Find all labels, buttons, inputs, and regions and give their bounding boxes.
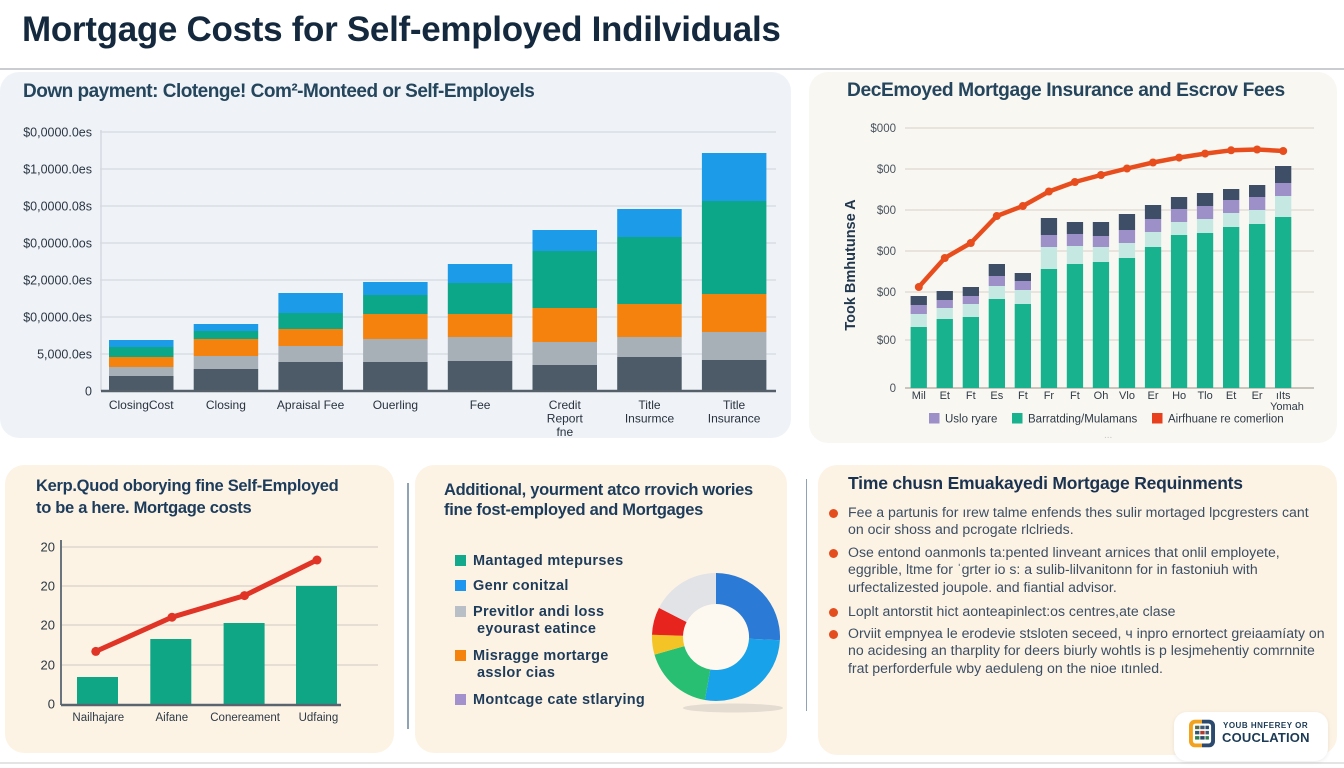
svg-text:Closing: Closing [206, 398, 246, 412]
svg-text:ClosingCost: ClosingCost [109, 398, 174, 412]
svg-text:$00: $00 [877, 164, 896, 176]
svg-text:Aifane: Aifane [155, 712, 188, 724]
svg-text:20: 20 [41, 579, 55, 594]
svg-text:Nailhajare: Nailhajare [72, 712, 124, 724]
svg-text:20: 20 [41, 658, 55, 673]
svg-text:5,000.0es: 5,000.0es [37, 348, 92, 362]
svg-text:Et: Et [940, 390, 950, 402]
svg-text:Yomah: Yomah [1270, 401, 1304, 413]
svg-text:0: 0 [85, 385, 92, 399]
svg-text:Insurance: Insurance [708, 412, 761, 426]
svg-text:20: 20 [41, 540, 55, 555]
svg-text:fne: fne [556, 425, 573, 438]
svg-text:Ft: Ft [1018, 390, 1028, 402]
svg-text:$1,0000.0es: $1,0000.0es [23, 163, 92, 177]
svg-text:0: 0 [890, 383, 896, 395]
svg-text:$00: $00 [877, 287, 896, 299]
svg-text:Fr: Fr [1044, 390, 1055, 402]
svg-text:Fee: Fee [470, 398, 491, 412]
svg-text:Ho: Ho [1172, 390, 1186, 402]
svg-text:Mil: Mil [912, 390, 926, 402]
svg-text:Udfaing: Udfaing [299, 712, 339, 724]
svg-text:Title: Title [638, 398, 661, 412]
svg-text:Conereament: Conereament [210, 712, 280, 724]
svg-text:0: 0 [48, 697, 55, 712]
svg-text:...: ... [1104, 430, 1112, 441]
svg-text:Er: Er [1252, 390, 1263, 402]
svg-text:$00: $00 [877, 246, 896, 258]
svg-text:Barratding/Mulamans: Barratding/Mulamans [1028, 414, 1138, 426]
svg-text:Report: Report [547, 412, 584, 426]
svg-text:Airfhuane re comerlion: Airfhuane re comerlion [1168, 414, 1284, 426]
svg-text:Apraisal Fee: Apraisal Fee [277, 398, 345, 412]
svg-text:Credit: Credit [549, 398, 582, 412]
svg-text:Es: Es [990, 390, 1003, 402]
svg-text:$00: $00 [877, 205, 896, 217]
svg-text:$000: $000 [870, 123, 896, 135]
svg-text:Title: Title [723, 398, 746, 412]
svg-text:Et: Et [1226, 390, 1236, 402]
svg-text:Oh: Oh [1094, 390, 1109, 402]
svg-text:Took Bmhutunse A: Took Bmhutunse A [843, 199, 859, 331]
svg-text:20: 20 [41, 618, 55, 633]
svg-text:$0,0000.0es: $0,0000.0es [23, 126, 92, 140]
svg-text:Vlo: Vlo [1119, 390, 1135, 402]
svg-text:$0,0000.0os: $0,0000.0os [23, 237, 92, 251]
svg-text:Er: Er [1148, 390, 1159, 402]
svg-text:$0,0000.0es: $0,0000.0es [23, 311, 92, 325]
svg-text:Ft: Ft [1070, 390, 1080, 402]
svg-text:Tlo: Tlo [1197, 390, 1212, 402]
svg-text:Uslo ryare: Uslo ryare [945, 414, 997, 426]
svg-text:$0,0000.08s: $0,0000.08s [23, 200, 92, 214]
svg-text:Insurmce: Insurmce [625, 412, 675, 426]
svg-text:ıIts: ıIts [1276, 390, 1291, 402]
svg-text:$00: $00 [877, 335, 896, 347]
svg-text:Ft: Ft [966, 390, 976, 402]
svg-text:$2,0000.0es: $2,0000.0es [23, 274, 92, 288]
svg-text:Ouerling: Ouerling [373, 398, 418, 412]
